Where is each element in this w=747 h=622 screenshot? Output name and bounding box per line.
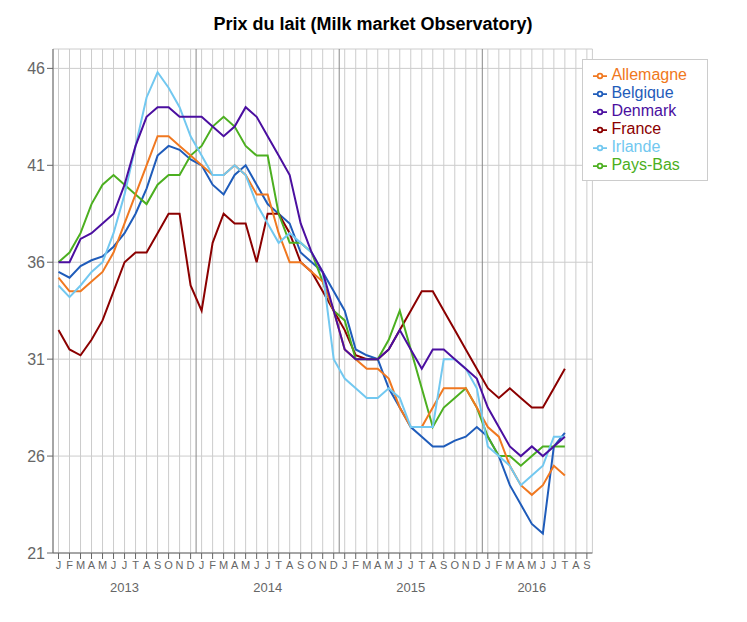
- svg-text:J: J: [111, 559, 117, 571]
- svg-text:A: A: [517, 559, 525, 571]
- svg-text:F: F: [66, 559, 73, 571]
- svg-text:A: A: [286, 559, 294, 571]
- svg-text:S: S: [583, 559, 590, 571]
- svg-text:J: J: [408, 559, 414, 571]
- svg-text:J: J: [551, 559, 557, 571]
- svg-text:F: F: [495, 559, 502, 571]
- svg-text:A: A: [429, 559, 437, 571]
- html-text:Denmark: Denmark: [611, 102, 677, 119]
- svg-text:T: T: [275, 559, 282, 571]
- svg-text:M: M: [241, 559, 250, 571]
- svg-text:A: A: [231, 559, 239, 571]
- svg-text:J: J: [254, 559, 259, 571]
- svg-text:D: D: [473, 559, 481, 571]
- svg-text:2013: 2013: [110, 580, 139, 595]
- svg-text:O: O: [164, 559, 173, 571]
- svg-text:2016: 2016: [517, 580, 546, 595]
- html-text:Irlande: Irlande: [611, 138, 661, 155]
- svg-text:M: M: [362, 559, 371, 571]
- svg-text:O: O: [307, 559, 316, 571]
- svg-text:M: M: [505, 559, 514, 571]
- html-text:Allemagne: Allemagne: [611, 66, 687, 83]
- svg-text:J: J: [397, 559, 403, 571]
- svg-text:F: F: [209, 559, 216, 571]
- svg-text:D: D: [330, 559, 338, 571]
- svg-text:S: S: [154, 559, 161, 571]
- svg-text:36: 36: [27, 254, 45, 271]
- svg-text:2015: 2015: [396, 580, 425, 595]
- svg-text:J: J: [122, 559, 128, 571]
- svg-text:M: M: [384, 559, 393, 571]
- svg-text:T: T: [562, 559, 569, 571]
- html-text:Prix du lait (Milk market Obse: Prix du lait (Milk market Observatory): [213, 14, 533, 34]
- html-text:Belgique: Belgique: [611, 84, 674, 101]
- svg-text:J: J: [485, 559, 491, 571]
- svg-text:J: J: [342, 559, 348, 571]
- svg-text:O: O: [451, 559, 460, 571]
- svg-text:M: M: [98, 559, 107, 571]
- svg-text:A: A: [374, 559, 382, 571]
- svg-text:N: N: [319, 559, 327, 571]
- svg-text:31: 31: [27, 351, 45, 368]
- svg-text:A: A: [88, 559, 96, 571]
- svg-text:26: 26: [27, 448, 45, 465]
- svg-text:A: A: [143, 559, 151, 571]
- svg-text:J: J: [540, 559, 546, 571]
- svg-text:21: 21: [27, 545, 45, 562]
- svg-text:T: T: [418, 559, 425, 571]
- svg-text:46: 46: [27, 60, 45, 77]
- html-text:Pays-Bas: Pays-Bas: [611, 156, 680, 173]
- svg-text:J: J: [199, 559, 205, 571]
- svg-text:T: T: [132, 559, 139, 571]
- html-text:France: France: [611, 120, 662, 137]
- svg-text:S: S: [440, 559, 447, 571]
- svg-text:41: 41: [27, 157, 45, 174]
- svg-text:2014: 2014: [253, 580, 282, 595]
- svg-text:N: N: [462, 559, 470, 571]
- svg-text:J: J: [56, 559, 62, 571]
- svg-text:M: M: [527, 559, 536, 571]
- svg-text:A: A: [572, 559, 580, 571]
- svg-text:M: M: [76, 559, 85, 571]
- svg-text:M: M: [219, 559, 228, 571]
- svg-text:D: D: [187, 559, 195, 571]
- svg-text:N: N: [176, 559, 184, 571]
- svg-text:J: J: [265, 559, 271, 571]
- svg-text:S: S: [297, 559, 304, 571]
- svg-text:F: F: [352, 559, 359, 571]
